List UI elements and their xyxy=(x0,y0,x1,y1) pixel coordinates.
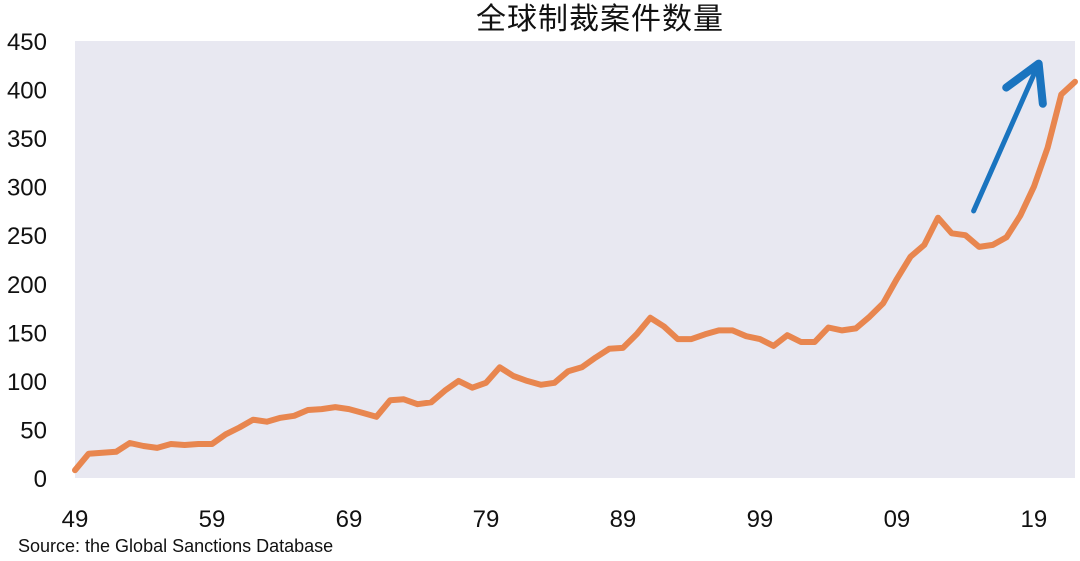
x-tick-label: 09 xyxy=(884,506,911,533)
x-tick-label: 19 xyxy=(1021,506,1048,533)
y-tick-label: 150 xyxy=(7,320,47,347)
chart-title: 全球制裁案件数量 xyxy=(476,2,724,37)
y-tick-label: 450 xyxy=(7,29,47,56)
x-tick-label: 79 xyxy=(473,506,500,533)
y-tick-label: 50 xyxy=(20,417,47,444)
y-tick-label: 0 xyxy=(34,466,47,493)
y-tick-label: 200 xyxy=(7,272,47,299)
series-layer xyxy=(72,78,1078,474)
source-note: Source: the Global Sanctions Database xyxy=(18,536,334,556)
y-tick-label: 350 xyxy=(7,126,47,153)
trend-arrow xyxy=(971,59,1047,214)
annotation-layer xyxy=(971,59,1047,214)
x-tick-label: 89 xyxy=(610,506,637,533)
x-axis: 49 59 69 79 89 99 09 19 xyxy=(62,506,1048,533)
y-tick-label: 300 xyxy=(7,175,47,202)
x-tick-label: 99 xyxy=(747,506,774,533)
x-tick-label: 49 xyxy=(62,506,89,533)
y-tick-label: 400 xyxy=(7,78,47,105)
x-tick-label: 69 xyxy=(336,506,363,533)
y-tick-label: 250 xyxy=(7,223,47,250)
series-line xyxy=(72,78,1078,474)
x-tick-label: 59 xyxy=(199,506,226,533)
plot-area xyxy=(75,41,1075,478)
y-axis: 0 50 100 150 200 250 300 350 400 450 xyxy=(7,29,47,493)
y-tick-label: 100 xyxy=(7,369,47,396)
